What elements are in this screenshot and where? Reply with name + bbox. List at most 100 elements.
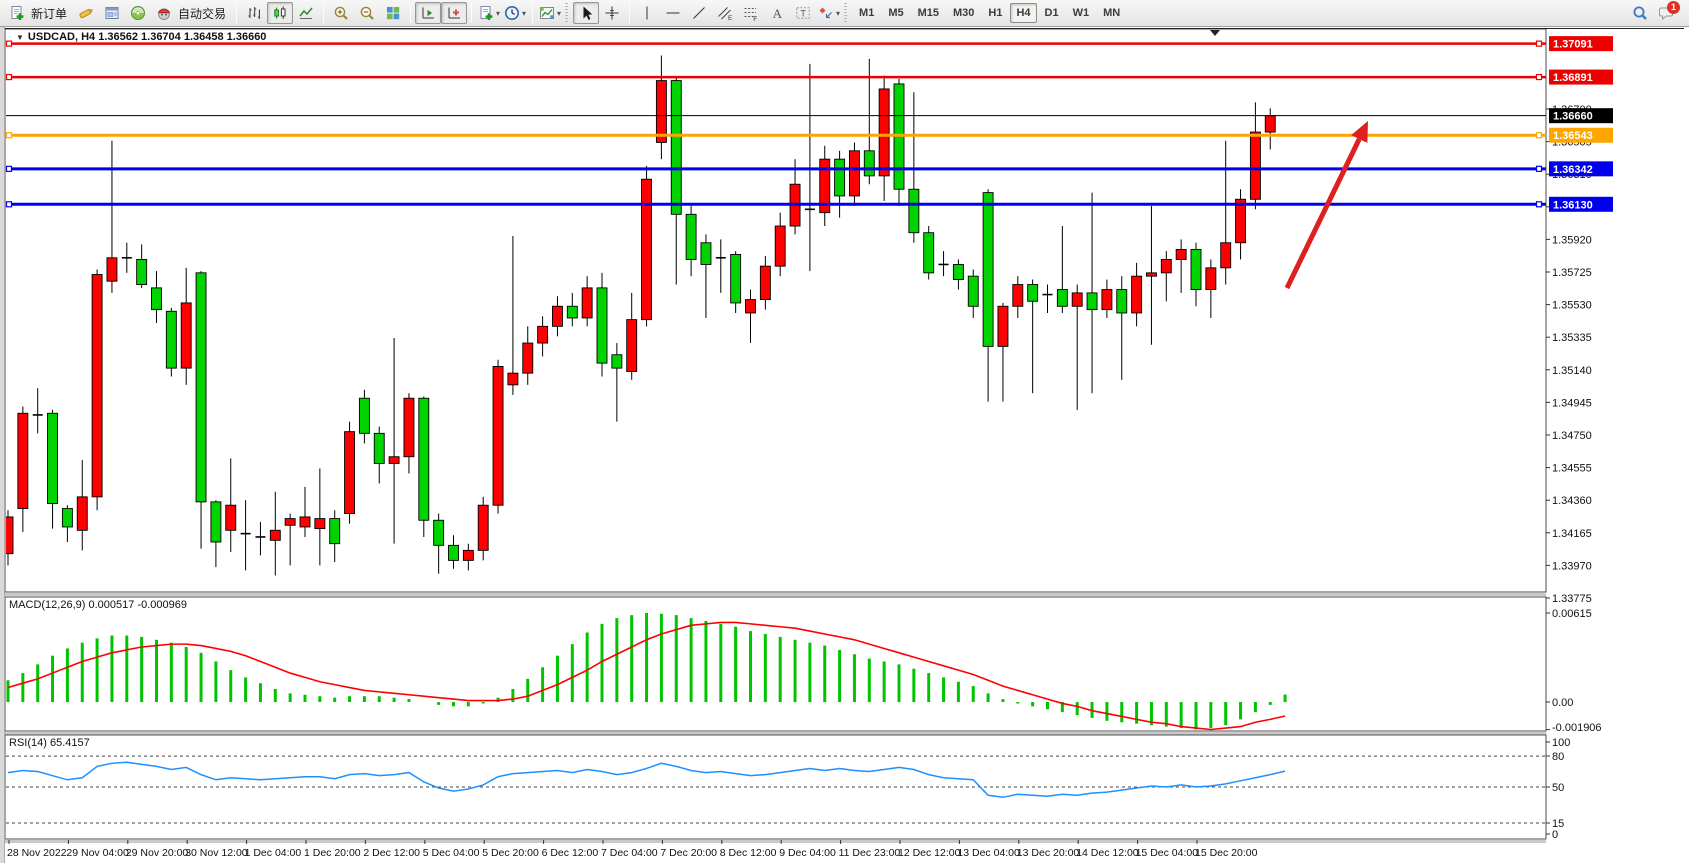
text-button[interactable]: A xyxy=(764,2,790,24)
auto-scroll-button[interactable] xyxy=(441,2,468,24)
price-axis[interactable]: 1.367001.365051.363101.361151.359201.357… xyxy=(1546,36,1613,841)
line-anchor-handle[interactable] xyxy=(5,40,13,47)
arrow-shaft[interactable] xyxy=(1284,137,1362,290)
toolbar-grip[interactable] xyxy=(844,3,848,23)
arrow-head[interactable] xyxy=(1351,121,1368,143)
dropdown-arrow-icon[interactable]: ▾ xyxy=(557,8,562,18)
autotrade-icon xyxy=(157,8,171,20)
new-template-button[interactable]: ▾ xyxy=(476,2,502,24)
candle-bearish xyxy=(908,188,920,234)
line-anchor-handle[interactable] xyxy=(5,132,13,139)
zoom-in-button[interactable] xyxy=(328,2,354,24)
line-anchor-handle[interactable] xyxy=(1535,201,1543,208)
crosshair-button[interactable] xyxy=(599,2,625,24)
indicators-button[interactable]: ▾ xyxy=(537,2,563,24)
tile-windows-button[interactable] xyxy=(380,2,406,24)
market-depth-button[interactable] xyxy=(99,2,125,24)
line-icon xyxy=(299,7,313,19)
zoom-out-button[interactable] xyxy=(354,2,380,24)
candle-bearish xyxy=(566,305,578,319)
timeframe-m1-button[interactable]: M1 xyxy=(859,7,875,19)
window-left-edge xyxy=(0,27,5,863)
symbol-dropdown-icon[interactable]: ▼ xyxy=(16,33,24,42)
tile-icon xyxy=(387,7,400,20)
candle-bullish xyxy=(106,257,118,282)
line-anchor-handle[interactable] xyxy=(1535,165,1543,172)
new-order-button-label[interactable]: 新订单 xyxy=(31,6,68,21)
line-anchor-handle[interactable] xyxy=(5,201,13,208)
dropdown-arrow-icon[interactable]: ▾ xyxy=(836,8,841,18)
line-anchor-handle[interactable] xyxy=(5,73,13,81)
chart-shift-marker[interactable] xyxy=(1210,30,1220,36)
notifications-button[interactable]: 1 xyxy=(1653,1,1680,24)
styler-button[interactable] xyxy=(73,2,99,24)
text-label-button[interactable]: T xyxy=(790,2,816,24)
cursor-button[interactable] xyxy=(573,2,600,24)
candle-bullish xyxy=(774,225,786,267)
bar-chart-button[interactable] xyxy=(241,2,267,24)
equidistant-channel-button[interactable]: E xyxy=(712,2,738,24)
toolbar-grip[interactable] xyxy=(565,3,569,23)
candle-bullish xyxy=(1145,272,1157,277)
candle-bullish xyxy=(745,299,756,314)
fibonacci-button[interactable]: F xyxy=(738,2,764,24)
candle-bullish xyxy=(1264,115,1276,133)
candle-chart-button[interactable] xyxy=(267,2,294,24)
vertical-line-button[interactable] xyxy=(634,2,660,24)
time-label: 7 Dec 04:00 xyxy=(601,847,658,859)
trend-arrow-annotation[interactable] xyxy=(1284,121,1368,290)
timeframe-m5-button[interactable]: M5 xyxy=(888,7,904,19)
signals-button[interactable] xyxy=(125,2,151,24)
timeframe-h1-button[interactable]: H1 xyxy=(988,7,1003,19)
candle-bearish xyxy=(448,544,459,561)
timeframe-h4-button[interactable]: H4 xyxy=(1010,3,1037,23)
trendline-button[interactable] xyxy=(686,2,712,24)
main-chart-panel[interactable] xyxy=(4,28,1547,593)
line-anchor-handle[interactable] xyxy=(1535,73,1543,81)
autoscroll-icon xyxy=(448,7,461,19)
macd-panel[interactable] xyxy=(4,596,1547,732)
horizontal-line-button[interactable] xyxy=(660,2,686,24)
timeframe-mn-button[interactable]: MN xyxy=(1103,7,1121,19)
time-label: 1 Dec 20:00 xyxy=(304,847,361,859)
candle-bearish xyxy=(61,508,73,528)
chart-shift-button[interactable] xyxy=(415,2,442,24)
dropdown-arrow-icon[interactable]: ▾ xyxy=(496,8,501,18)
line-anchor-handle[interactable] xyxy=(1535,40,1543,47)
new-order-button[interactable] xyxy=(4,2,30,24)
timeframe-d1-button[interactable]: D1 xyxy=(1044,7,1059,19)
price-tick-label: 1.34555 xyxy=(1552,463,1592,475)
candle-bullish xyxy=(462,549,474,561)
candle-bearish xyxy=(700,242,712,265)
candle-bullish xyxy=(507,372,519,386)
candle-bullish xyxy=(849,150,860,197)
dropdown-arrow-icon[interactable]: ▾ xyxy=(522,8,527,18)
candle-bullish xyxy=(997,305,1009,347)
line-chart-button[interactable] xyxy=(293,2,319,24)
timeframe-w1-button[interactable]: W1 xyxy=(1072,7,1090,19)
arrows-button[interactable]: ▾ xyxy=(816,2,842,24)
candle-bearish xyxy=(329,518,341,545)
candle-bearish xyxy=(136,259,148,285)
candle-bullish xyxy=(1101,289,1113,311)
auto-trading-button[interactable] xyxy=(151,2,177,24)
svg-text:T: T xyxy=(800,9,806,19)
timeframe-m15-button[interactable]: M15 xyxy=(917,7,939,19)
crosshair-icon xyxy=(605,6,619,20)
line-anchor-handle[interactable] xyxy=(5,165,13,172)
auto-trading-button-label[interactable]: 自动交易 xyxy=(178,6,227,21)
search-icon xyxy=(1633,6,1647,20)
price-tick-label: 1.34360 xyxy=(1552,495,1592,507)
period-button[interactable]: ▾ xyxy=(502,2,528,24)
candles-icon xyxy=(274,6,286,19)
macd-signal-line xyxy=(7,621,1286,731)
candle-bearish xyxy=(952,264,964,280)
search-button[interactable] xyxy=(1627,2,1653,24)
timeframe-m30-button[interactable]: M30 xyxy=(953,7,975,19)
line-anchor-handle[interactable] xyxy=(1535,132,1543,139)
candle-bearish xyxy=(596,287,608,364)
candle-bullish xyxy=(314,518,326,530)
price-label-box xyxy=(1549,36,1613,52)
